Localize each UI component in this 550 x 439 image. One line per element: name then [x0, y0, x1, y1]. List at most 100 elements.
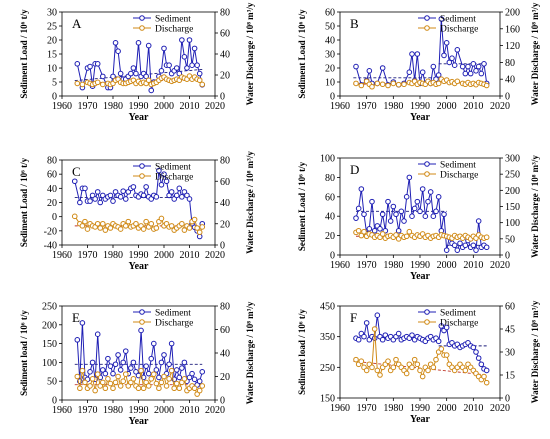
data-point-sediment	[130, 359, 137, 366]
data-point-discharge	[181, 227, 188, 233]
data-point-discharge	[403, 370, 410, 377]
data-point-sediment	[173, 192, 180, 199]
legend-marker-sediment	[424, 15, 430, 21]
y-left-axis-label: Sediment Load / 10⁶ t/y	[297, 9, 307, 99]
data-point-sediment	[371, 335, 378, 342]
legend-label-discharge: Discharge	[440, 25, 478, 35]
data-point-sediment	[430, 63, 437, 70]
data-point-discharge	[82, 218, 88, 225]
data-point-sediment	[94, 189, 101, 195]
x-tick-label: 1960	[52, 101, 72, 112]
y-left-tick-label: 30	[325, 50, 335, 61]
y-left-tick-label: 150	[42, 339, 57, 350]
y-right-axis-label: Water Discharge / 10⁸ m³/y	[530, 155, 540, 258]
legend-label-discharge: Discharge	[440, 171, 478, 181]
x-tick-label: 2000	[437, 260, 457, 271]
chart-panel-a: 1960 1970 1980 1990 2000 2010 2020051015202530…	[19, 2, 255, 123]
data-point-sediment	[74, 337, 81, 343]
data-point-discharge	[395, 81, 402, 88]
data-point-discharge	[374, 367, 381, 374]
x-tick-label: 2000	[437, 101, 457, 112]
data-point-sediment	[409, 51, 415, 57]
legend-label-sediment: Sediment	[155, 163, 191, 173]
data-point-discharge	[191, 216, 198, 223]
x-tick-label: 1960	[330, 260, 350, 271]
data-point-sediment	[483, 244, 490, 251]
data-point-discharge	[107, 380, 114, 387]
data-point-sediment	[355, 336, 362, 343]
data-point-discharge	[379, 81, 386, 88]
data-point-discharge	[390, 80, 397, 87]
y-left-tick-label: 0	[52, 92, 57, 103]
data-point-discharge	[353, 80, 359, 87]
data-point-discharge	[191, 385, 198, 392]
data-point-sediment	[406, 69, 413, 75]
data-point-sediment	[475, 63, 482, 70]
data-point-discharge	[120, 378, 126, 385]
legend-label-sediment: Sediment	[155, 309, 191, 319]
y-right-tick-label: 60	[220, 325, 230, 336]
y-left-tick-label: 50	[325, 22, 335, 33]
data-point-discharge	[371, 326, 378, 332]
x-tick-label: 2000	[154, 250, 174, 261]
y-left-tick-label: 80	[47, 156, 57, 167]
y-left-tick-label: 20	[47, 198, 57, 209]
data-point-sediment	[94, 331, 101, 338]
data-point-sediment	[110, 198, 116, 204]
data-point-sediment	[153, 367, 160, 373]
data-point-discharge	[102, 385, 109, 392]
data-point-sediment	[148, 87, 155, 94]
panel-letter: E	[72, 310, 80, 325]
data-point-sediment	[390, 203, 397, 210]
y-right-axis-label: Water Discharge / 10⁸ m³/y	[245, 301, 255, 404]
data-point-sediment	[110, 370, 116, 377]
data-point-discharge	[358, 358, 365, 365]
data-point-sediment	[97, 199, 104, 206]
y-left-axis-label: Sediment load / 10⁶ t/y	[297, 309, 307, 395]
x-tick-label: 1980	[383, 403, 403, 414]
x-tick-label: 1990	[410, 260, 430, 271]
data-point-discharge	[117, 383, 124, 389]
data-point-discharge	[199, 81, 206, 88]
y-left-tick-label: 15	[47, 50, 57, 61]
y-left-tick-label: 60	[325, 8, 335, 19]
data-point-sediment	[417, 208, 423, 215]
data-point-discharge	[401, 81, 407, 88]
data-point-sediment	[196, 378, 203, 385]
x-tick-label: 2020	[490, 260, 510, 271]
x-tick-label: 1960	[52, 250, 72, 261]
data-point-discharge	[181, 376, 188, 382]
data-point-sediment	[459, 63, 466, 70]
x-tick-label: 1960	[330, 403, 350, 414]
data-point-sediment	[120, 359, 126, 366]
data-point-sediment	[189, 62, 195, 68]
y-left-tick-label: 0	[330, 251, 335, 262]
data-point-sediment	[79, 320, 86, 326]
data-point-discharge	[115, 373, 121, 380]
data-point-sediment	[398, 208, 405, 215]
y-right-tick-label: 50	[505, 234, 515, 245]
legend-label-sediment: Sediment	[440, 15, 476, 25]
legend-marker-sediment	[139, 163, 145, 169]
data-point-sediment	[163, 178, 170, 185]
data-point-sediment	[179, 37, 185, 43]
data-point-discharge	[355, 227, 362, 234]
data-point-discharge	[77, 385, 83, 392]
data-point-sediment	[467, 70, 474, 77]
data-point-sediment	[379, 336, 386, 343]
y-left-tick-label: 150	[320, 394, 335, 405]
data-point-discharge	[430, 364, 437, 371]
data-point-discharge	[186, 225, 193, 231]
data-point-discharge	[84, 226, 91, 232]
data-point-sediment	[379, 65, 386, 71]
y-left-tick-label: 30	[47, 8, 57, 19]
y-left-tick-label: 100	[320, 154, 335, 165]
y-left-axis-label: Sediment load / 10⁶ t/y	[19, 310, 29, 396]
data-point-sediment	[181, 54, 188, 60]
x-tick-label: 1980	[103, 405, 123, 416]
data-point-sediment	[470, 242, 477, 249]
data-point-sediment	[156, 374, 162, 381]
data-point-sediment	[470, 344, 477, 351]
data-point-sediment	[161, 171, 167, 177]
data-point-discharge	[194, 225, 200, 231]
